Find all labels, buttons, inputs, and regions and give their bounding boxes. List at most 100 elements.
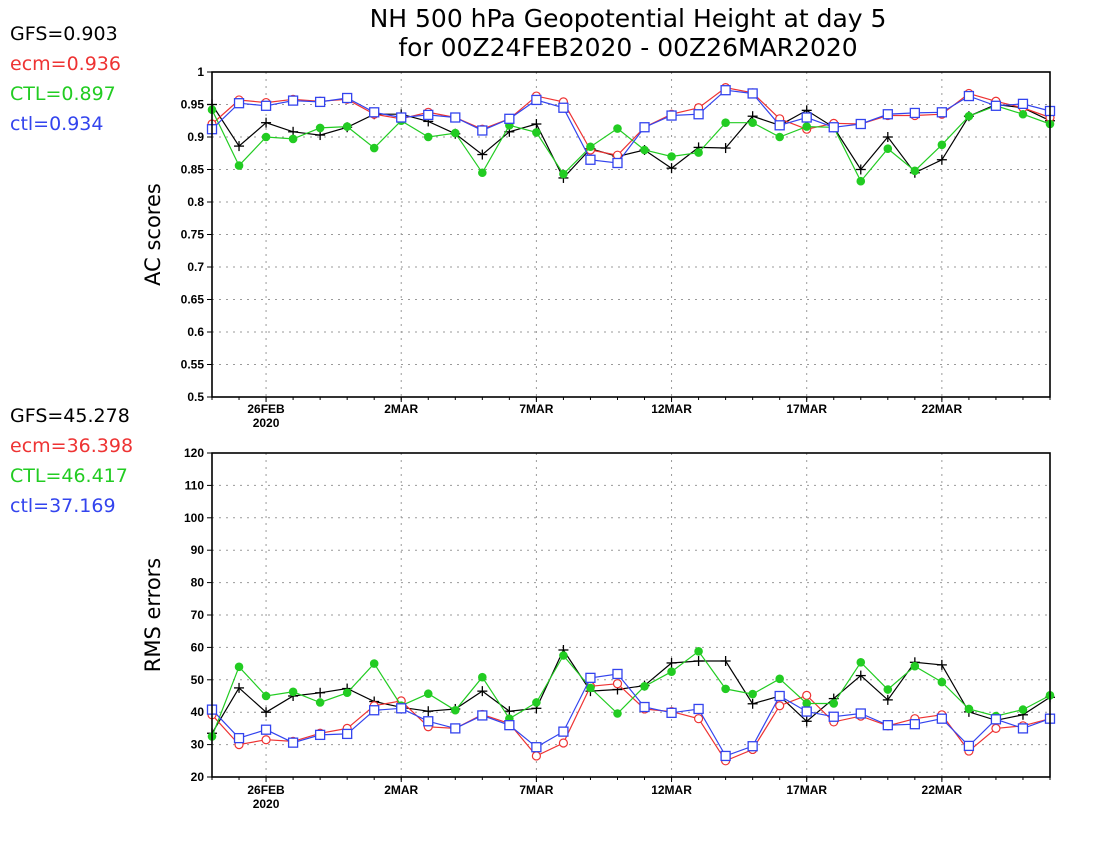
data-point (558, 102, 569, 113)
data-point (693, 714, 704, 724)
y-tick-label: 0.55 (181, 358, 205, 372)
stat-ecm: ecm=36.398 (10, 435, 133, 457)
data-point (991, 723, 1001, 734)
data-point (558, 726, 569, 737)
data-point (639, 701, 650, 713)
data-point (315, 698, 325, 707)
data-point (856, 176, 866, 186)
y-tick-label: 0.6 (187, 325, 204, 339)
data-point (936, 713, 948, 724)
data-point (667, 667, 676, 677)
data-point (640, 681, 649, 691)
data-point (342, 688, 352, 698)
stat-GFS: GFS=0.903 (10, 23, 118, 45)
data-point (369, 143, 379, 153)
data-point (261, 691, 271, 701)
data-point (314, 96, 326, 108)
data-point (559, 651, 568, 660)
y-tick-label: 50 (191, 673, 205, 687)
data-point (747, 741, 758, 752)
data-point (423, 132, 433, 142)
data-point (882, 132, 893, 142)
data-point (423, 716, 434, 727)
data-point (260, 724, 272, 735)
data-point (612, 679, 623, 689)
data-point (315, 123, 325, 133)
data-point (1018, 109, 1028, 119)
data-point (910, 166, 920, 176)
data-point (882, 720, 893, 731)
chart-title-line2: for 00Z24FEB2020 - 00Z26MAR2020 (398, 33, 857, 62)
data-point (775, 132, 784, 142)
data-point (423, 689, 433, 699)
y-tick-label: 70 (191, 608, 205, 622)
data-point (666, 110, 677, 121)
y-tick-label: 120 (184, 446, 204, 460)
data-point (667, 152, 676, 161)
data-point (1017, 98, 1029, 109)
data-point (963, 740, 975, 752)
data-point (856, 658, 866, 667)
data-point (288, 687, 298, 697)
data-point (963, 90, 975, 102)
data-point (396, 703, 407, 714)
data-point (423, 109, 434, 121)
data-point (748, 118, 757, 127)
plot-frame (211, 452, 1051, 778)
x-tick-sublabel: 2020 (253, 416, 280, 430)
data-point (910, 661, 920, 671)
data-point (640, 145, 649, 155)
data-point (342, 728, 353, 740)
chart-title-line1: NH 500 hPa Geopotential Height at day 5 (370, 4, 887, 33)
data-point (450, 723, 461, 734)
x-tick-label: 22MAR (922, 783, 963, 797)
data-point (990, 714, 1002, 725)
y-axis-label: RMS errors (141, 558, 165, 673)
data-point (342, 92, 353, 104)
series-line (211, 650, 1051, 737)
data-point (423, 706, 434, 717)
y-tick-label: 0.7 (187, 260, 204, 274)
y-tick-label: 90 (191, 543, 205, 557)
data-point (396, 112, 407, 123)
plot-frame (211, 71, 1051, 398)
y-tick-label: 0.65 (181, 293, 205, 307)
data-point (909, 107, 920, 119)
data-point (287, 737, 299, 748)
data-point (882, 694, 893, 705)
data-point (585, 154, 596, 165)
x-tick-label: 7MAR (519, 783, 553, 797)
data-point (234, 141, 245, 152)
data-point (287, 95, 299, 106)
x-tick-label: 7MAR (519, 402, 553, 416)
data-point (774, 120, 785, 131)
y-tick-label: 30 (191, 738, 205, 752)
data-point (369, 705, 380, 716)
data-point (450, 112, 461, 123)
data-point (855, 708, 866, 719)
data-point (936, 107, 948, 118)
data-point (261, 117, 272, 128)
data-point (829, 699, 839, 708)
data-point (747, 698, 758, 709)
y-tick-label: 20 (191, 770, 205, 784)
data-point (531, 751, 541, 761)
series-line (211, 105, 1051, 183)
data-point (882, 109, 893, 120)
x-tick-label: 26FEB (247, 402, 285, 416)
series-ecm (207, 82, 1055, 160)
data-point (802, 122, 812, 131)
data-point (477, 149, 488, 160)
data-point (586, 142, 595, 152)
y-tick-label: 80 (191, 576, 205, 590)
data-point (288, 134, 298, 144)
data-point (639, 122, 650, 133)
data-point (936, 659, 947, 670)
data-point (802, 690, 812, 700)
data-point (532, 128, 541, 137)
data-point (613, 124, 622, 133)
y-tick-label: 0.8 (187, 195, 204, 209)
x-tick-label: 26FEB (247, 783, 285, 797)
